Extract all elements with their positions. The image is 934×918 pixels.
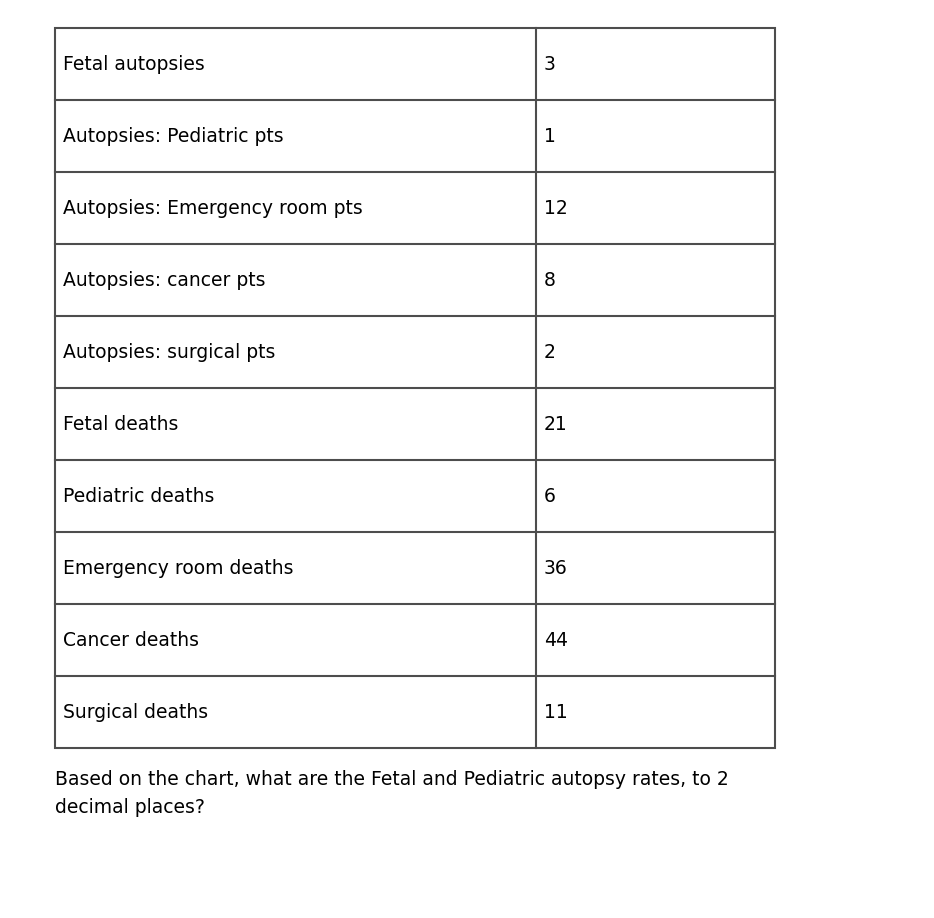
Text: 36: 36 <box>544 558 568 577</box>
Bar <box>55 28 775 748</box>
Text: 6: 6 <box>544 487 556 506</box>
Text: Autopsies: Emergency room pts: Autopsies: Emergency room pts <box>63 198 362 218</box>
Text: 1: 1 <box>544 127 556 145</box>
Text: Fetal autopsies: Fetal autopsies <box>63 54 205 73</box>
Text: Autopsies: surgical pts: Autopsies: surgical pts <box>63 342 276 362</box>
Text: Surgical deaths: Surgical deaths <box>63 702 208 722</box>
Text: Fetal deaths: Fetal deaths <box>63 415 178 433</box>
Text: 44: 44 <box>544 631 568 650</box>
Text: Autopsies: Pediatric pts: Autopsies: Pediatric pts <box>63 127 284 145</box>
Text: Cancer deaths: Cancer deaths <box>63 631 199 650</box>
Text: 3: 3 <box>544 54 556 73</box>
Text: Based on the chart, what are the Fetal and Pediatric autopsy rates, to 2
decimal: Based on the chart, what are the Fetal a… <box>55 770 729 817</box>
Text: 21: 21 <box>544 415 568 433</box>
Text: Emergency room deaths: Emergency room deaths <box>63 558 293 577</box>
Text: 11: 11 <box>544 702 568 722</box>
Text: 8: 8 <box>544 271 556 289</box>
Text: 2: 2 <box>544 342 556 362</box>
Text: 12: 12 <box>544 198 568 218</box>
Text: Autopsies: cancer pts: Autopsies: cancer pts <box>63 271 265 289</box>
Text: Pediatric deaths: Pediatric deaths <box>63 487 215 506</box>
